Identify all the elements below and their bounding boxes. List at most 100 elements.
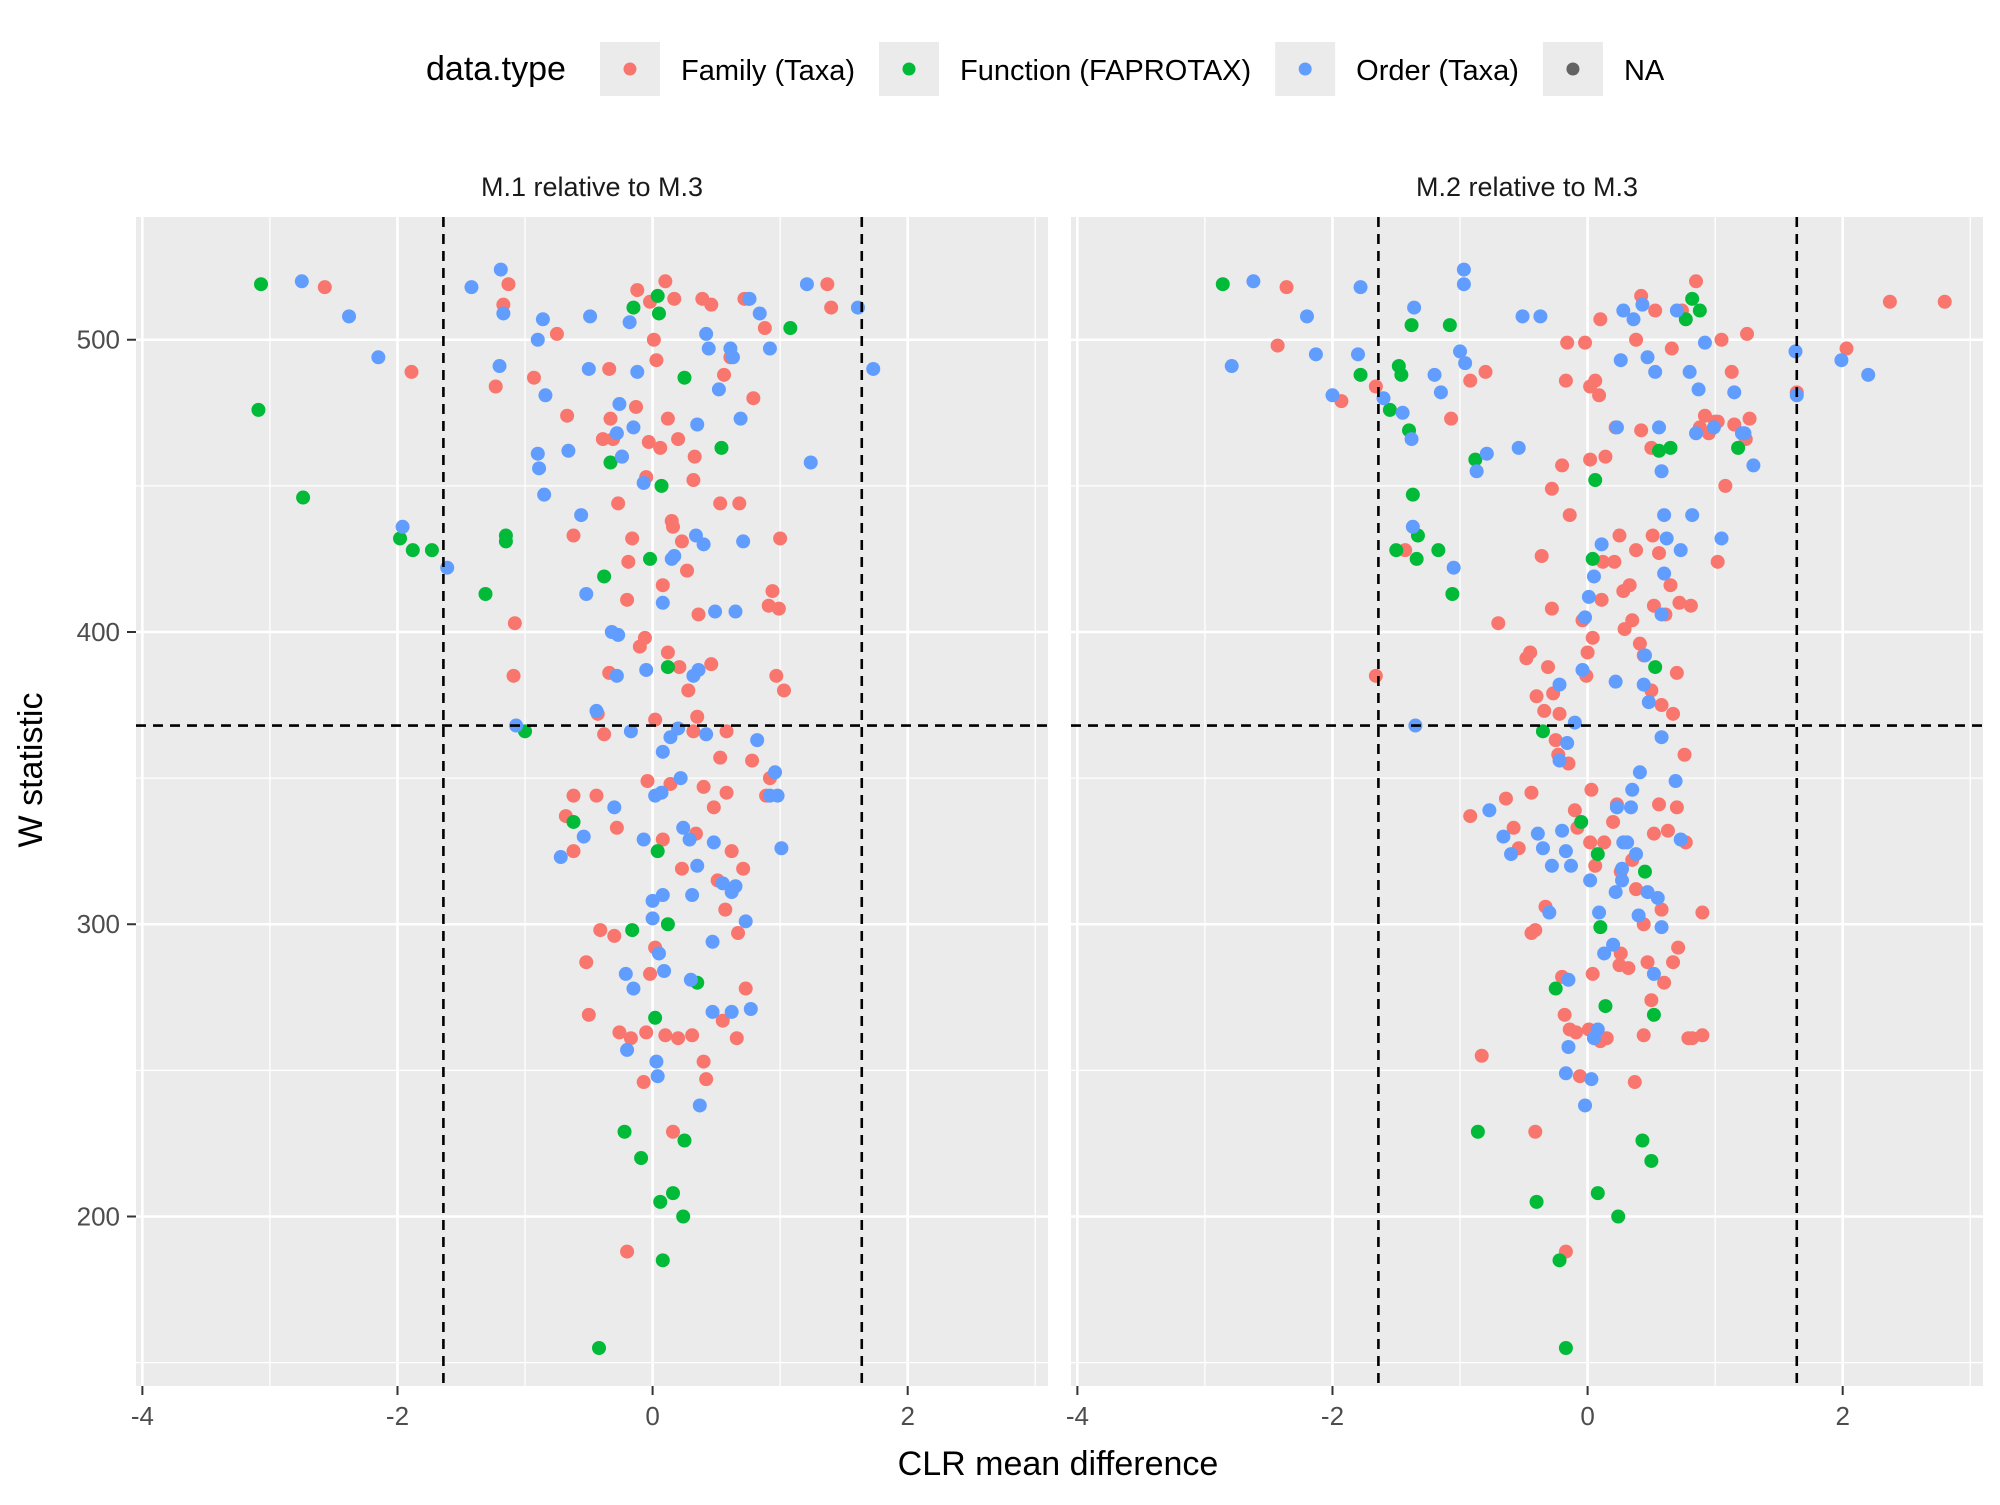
data-point xyxy=(866,361,881,376)
data-point xyxy=(715,1013,730,1028)
data-point xyxy=(686,724,701,739)
data-point xyxy=(1585,966,1600,981)
data-point xyxy=(1629,847,1644,862)
data-point xyxy=(1640,885,1655,900)
data-point xyxy=(464,280,479,295)
data-point xyxy=(1588,858,1603,873)
data-point xyxy=(665,1124,680,1139)
reference-lines xyxy=(1071,217,1983,1386)
data-point xyxy=(1616,835,1631,850)
x-tick-label: -2 xyxy=(1321,1401,1344,1431)
data-point xyxy=(1608,674,1623,689)
data-point xyxy=(1544,481,1559,496)
data-point xyxy=(1606,814,1621,829)
data-point xyxy=(1788,344,1803,359)
data-point xyxy=(1524,926,1539,941)
reference-lines xyxy=(136,217,1048,1386)
data-point xyxy=(1562,508,1577,523)
data-point xyxy=(1555,823,1570,838)
panels: M.1 relative to M.3 -4 -2 0 2 200 300 400 500 M.2… xyxy=(77,165,1983,1431)
data-point xyxy=(630,364,645,379)
data-point xyxy=(636,475,651,490)
data-point xyxy=(621,554,636,569)
points xyxy=(251,262,881,1356)
data-point xyxy=(583,309,598,324)
panel-background xyxy=(136,217,1048,1386)
data-point xyxy=(660,660,675,675)
data-point xyxy=(532,461,547,476)
data-point xyxy=(690,858,705,873)
data-point xyxy=(614,449,629,464)
data-point xyxy=(1560,736,1575,751)
data-point xyxy=(561,443,576,458)
data-point xyxy=(1646,966,1661,981)
data-point xyxy=(1669,665,1684,680)
data-point xyxy=(566,814,581,829)
data-point xyxy=(649,1054,664,1069)
data-point xyxy=(1552,753,1567,768)
facet-strip xyxy=(1071,165,1983,209)
data-point xyxy=(1590,1186,1605,1201)
data-point xyxy=(731,926,746,941)
data-point xyxy=(1583,379,1598,394)
data-point xyxy=(1496,829,1511,844)
data-point xyxy=(1427,367,1442,382)
data-point xyxy=(695,291,710,306)
data-point xyxy=(1635,1133,1650,1148)
data-point xyxy=(604,624,619,639)
data-point xyxy=(1609,800,1624,815)
data-point xyxy=(696,537,711,552)
data-point xyxy=(653,440,668,455)
data-point xyxy=(677,1133,692,1148)
data-point xyxy=(708,604,723,619)
data-point xyxy=(1404,318,1419,333)
data-point xyxy=(1669,800,1684,815)
data-point xyxy=(498,534,513,549)
points xyxy=(1215,262,1952,1356)
data-point xyxy=(1629,332,1644,347)
data-point xyxy=(1353,280,1368,295)
data-point xyxy=(1299,309,1314,324)
legend-swatch xyxy=(623,62,637,76)
data-point xyxy=(1861,367,1876,382)
data-point xyxy=(746,391,761,406)
y-axis-title: W statistic xyxy=(12,693,50,848)
data-point xyxy=(672,660,687,675)
legend: data.type Family (Taxa) Function (FAPROTA… xyxy=(426,42,1665,96)
data-point xyxy=(1506,820,1521,835)
data-point xyxy=(676,1209,691,1224)
data-point xyxy=(1691,382,1706,397)
data-point xyxy=(643,551,658,566)
data-point xyxy=(1652,546,1667,561)
data-point xyxy=(1555,458,1570,473)
data-point xyxy=(581,1007,596,1022)
data-point xyxy=(736,534,751,549)
data-point xyxy=(1581,589,1596,604)
data-point xyxy=(643,966,658,981)
data-point xyxy=(1613,353,1628,368)
y-tick-label: 200 xyxy=(77,1201,120,1231)
data-point xyxy=(1567,803,1582,818)
data-point xyxy=(776,683,791,698)
data-point xyxy=(1629,882,1644,897)
data-point xyxy=(1583,873,1598,888)
data-point xyxy=(609,668,624,683)
data-point xyxy=(773,531,788,546)
data-point xyxy=(622,315,637,330)
data-point xyxy=(317,280,332,295)
data-point xyxy=(1644,993,1659,1008)
data-point xyxy=(1593,920,1608,935)
data-point xyxy=(1937,294,1952,309)
data-point xyxy=(1648,660,1663,675)
data-point xyxy=(1409,551,1424,566)
data-point xyxy=(1558,1341,1573,1356)
data-point xyxy=(597,569,612,584)
data-point xyxy=(1552,706,1567,721)
data-point xyxy=(771,601,786,616)
data-point xyxy=(589,788,604,803)
data-point xyxy=(1482,803,1497,818)
data-point xyxy=(1627,1075,1642,1090)
data-point xyxy=(667,549,682,564)
